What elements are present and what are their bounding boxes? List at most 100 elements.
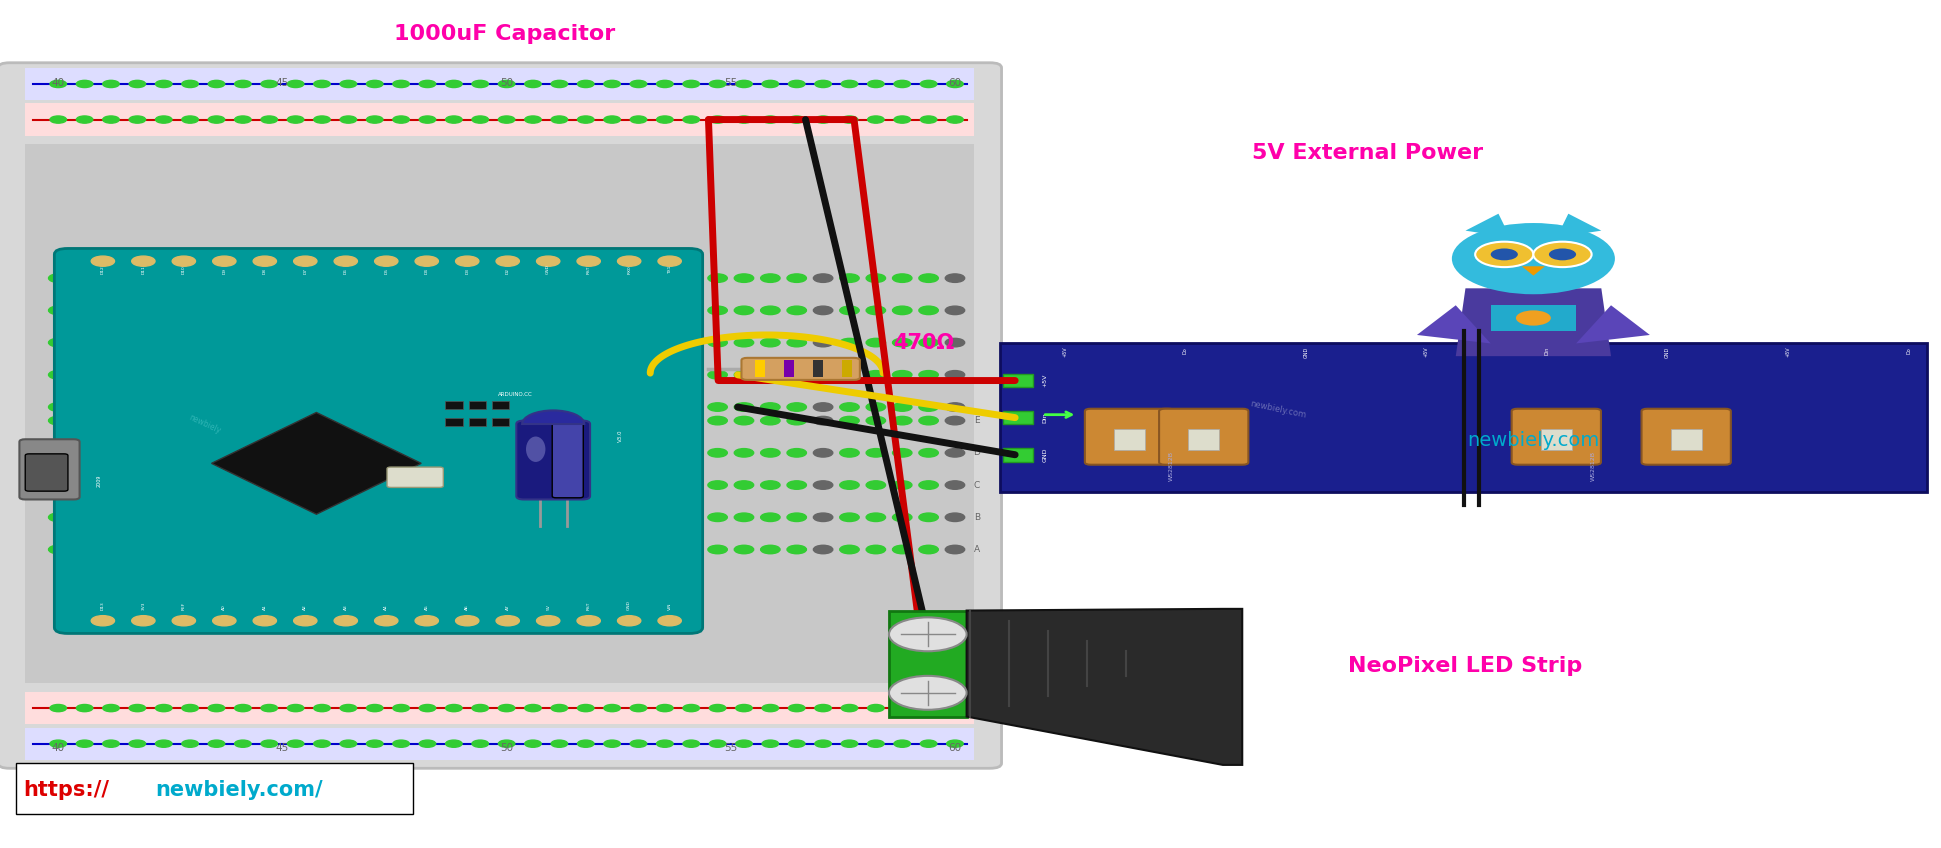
Text: D8: D8 — [262, 268, 266, 274]
Circle shape — [918, 513, 938, 522]
Circle shape — [866, 371, 885, 379]
Circle shape — [945, 545, 965, 554]
Circle shape — [813, 449, 833, 457]
Circle shape — [736, 705, 753, 711]
Circle shape — [602, 338, 621, 347]
Circle shape — [101, 513, 120, 522]
Circle shape — [444, 481, 464, 489]
Circle shape — [76, 545, 95, 554]
Circle shape — [920, 116, 938, 123]
Circle shape — [734, 545, 753, 554]
Circle shape — [920, 740, 938, 747]
Circle shape — [182, 740, 198, 747]
Circle shape — [285, 403, 305, 411]
Circle shape — [456, 256, 479, 266]
Circle shape — [101, 371, 120, 379]
Circle shape — [499, 740, 514, 747]
Circle shape — [444, 306, 464, 315]
FancyBboxPatch shape — [741, 358, 860, 380]
Circle shape — [497, 449, 516, 457]
Circle shape — [181, 545, 200, 554]
Circle shape — [786, 416, 806, 425]
Circle shape — [49, 545, 68, 554]
Circle shape — [128, 449, 148, 457]
Circle shape — [524, 403, 543, 411]
Circle shape — [866, 545, 885, 554]
Circle shape — [656, 116, 674, 123]
Text: D9: D9 — [223, 268, 227, 274]
Circle shape — [656, 513, 675, 522]
Circle shape — [208, 403, 227, 411]
Circle shape — [76, 740, 93, 747]
Circle shape — [893, 306, 912, 315]
Circle shape — [602, 274, 621, 282]
Text: D7: D7 — [303, 268, 307, 274]
Circle shape — [285, 513, 305, 522]
Circle shape — [76, 338, 95, 347]
Circle shape — [392, 274, 411, 282]
Circle shape — [365, 481, 384, 489]
Circle shape — [103, 116, 118, 123]
Circle shape — [656, 403, 675, 411]
Text: RST: RST — [586, 601, 590, 610]
Circle shape — [392, 81, 410, 87]
Circle shape — [285, 481, 305, 489]
Text: +5V: +5V — [1786, 347, 1792, 358]
Circle shape — [446, 81, 462, 87]
Circle shape — [840, 81, 858, 87]
Circle shape — [208, 740, 225, 747]
Circle shape — [629, 513, 648, 522]
Circle shape — [233, 371, 252, 379]
Circle shape — [815, 116, 831, 123]
Circle shape — [602, 416, 621, 425]
Circle shape — [866, 306, 885, 315]
Bar — [491, 418, 509, 426]
Circle shape — [392, 371, 411, 379]
Circle shape — [602, 545, 621, 554]
Circle shape — [338, 274, 357, 282]
Text: D13: D13 — [101, 601, 105, 610]
Bar — [444, 401, 462, 409]
Circle shape — [101, 545, 120, 554]
Circle shape — [470, 545, 489, 554]
Circle shape — [446, 116, 462, 123]
Text: D6: D6 — [344, 268, 347, 274]
Circle shape — [734, 513, 753, 522]
Circle shape — [365, 449, 384, 457]
Circle shape — [233, 306, 252, 315]
Circle shape — [233, 481, 252, 489]
Circle shape — [235, 81, 250, 87]
Circle shape — [338, 371, 357, 379]
Circle shape — [76, 449, 95, 457]
Circle shape — [313, 481, 332, 489]
Circle shape — [1533, 242, 1592, 267]
Bar — [1003, 448, 1033, 461]
Circle shape — [260, 81, 278, 87]
Text: A4: A4 — [384, 604, 388, 610]
Circle shape — [524, 545, 543, 554]
Circle shape — [499, 705, 514, 711]
Circle shape — [815, 740, 831, 747]
Circle shape — [285, 371, 305, 379]
Circle shape — [76, 705, 93, 711]
Circle shape — [260, 371, 280, 379]
Circle shape — [578, 116, 594, 123]
Circle shape — [602, 481, 621, 489]
Circle shape — [76, 416, 95, 425]
Circle shape — [173, 616, 196, 626]
Circle shape — [840, 705, 858, 711]
Circle shape — [233, 513, 252, 522]
Polygon shape — [1417, 305, 1491, 343]
Circle shape — [101, 274, 120, 282]
Circle shape — [417, 338, 437, 347]
Bar — [468, 401, 485, 409]
Text: A5: A5 — [425, 604, 429, 610]
Circle shape — [1452, 223, 1615, 294]
Circle shape — [840, 481, 860, 489]
Text: newbiely.com: newbiely.com — [1250, 399, 1306, 420]
Circle shape — [132, 256, 155, 266]
Circle shape — [260, 449, 280, 457]
Circle shape — [208, 371, 227, 379]
Polygon shape — [1456, 288, 1611, 356]
Circle shape — [155, 705, 173, 711]
